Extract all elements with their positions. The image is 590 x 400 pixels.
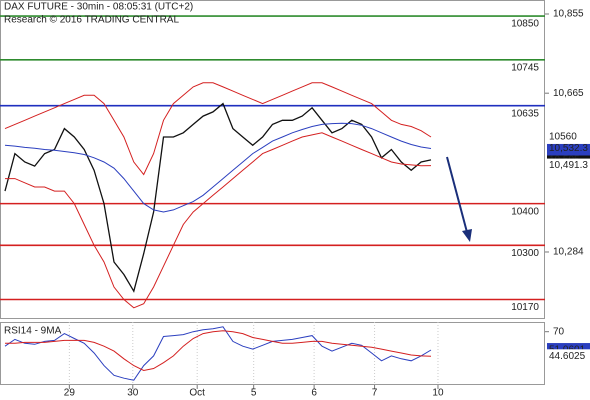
last-value-label: 10,491.3 — [549, 160, 588, 171]
last-value-tag — [547, 129, 590, 144]
level-label: 10170 — [511, 302, 539, 313]
level-label: 10745 — [511, 62, 539, 73]
x-tick-label: 10 — [432, 388, 444, 399]
y-tick-label: 10,855 — [553, 9, 584, 20]
last-value-label: 10560 — [549, 132, 577, 143]
level-label: 10300 — [511, 248, 539, 259]
last-value-tag — [547, 141, 590, 156]
last-value-tag — [547, 158, 590, 173]
chart-title: DAX FUTURE - 30min - 08:05:31 (UTC+2) — [4, 2, 193, 13]
x-tick-label: 5 — [251, 388, 257, 399]
x-tick-label: Oct — [189, 388, 205, 399]
level-label: 10850 — [511, 19, 539, 30]
last-value-label: 44.6025 — [549, 351, 586, 362]
series-line — [4, 122, 432, 213]
forecast-arrow — [446, 156, 469, 237]
series-line — [4, 82, 432, 176]
level-label: 10400 — [511, 206, 539, 217]
series-line — [4, 326, 432, 381]
level-label: 10635 — [511, 108, 539, 119]
chart-subtitle: Research © 2016 TRADING CENTRAL — [4, 15, 179, 26]
series-line — [5, 330, 432, 372]
y-tick-label: 70 — [553, 326, 565, 337]
y-tick-label: 10,284 — [553, 247, 584, 258]
price-panel — [0, 0, 545, 319]
forecast-arrow-head — [462, 229, 472, 242]
y-tick-label: 10,665 — [553, 88, 584, 99]
rsi-title: RSI14 - 9MA — [4, 326, 62, 337]
x-tick-label: 7 — [372, 388, 378, 399]
series-line — [5, 132, 432, 309]
rsi-panel — [0, 322, 545, 385]
x-tick-label: 29 — [64, 388, 76, 399]
last-value-tag — [547, 349, 590, 364]
series-line — [4, 102, 432, 293]
last-value-label: 10,532.3 — [549, 143, 588, 154]
x-tick-label: 30 — [127, 388, 139, 399]
x-tick-label: 6 — [311, 388, 317, 399]
